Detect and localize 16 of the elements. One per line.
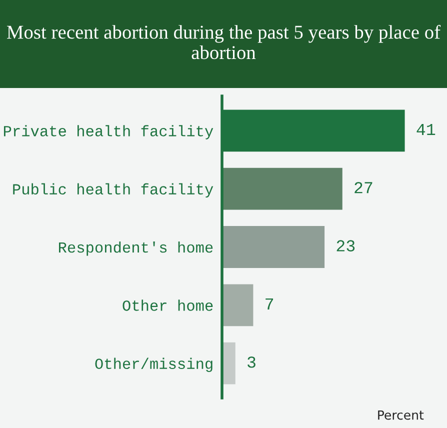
y-tick-label: Public health facility: [13, 183, 214, 198]
data-label: 41: [416, 124, 436, 135]
data-label: 3: [248, 356, 256, 368]
bar: [222, 168, 342, 210]
y-tick-label: Respondent's home: [59, 241, 213, 256]
y-tick-label: Other home: [122, 300, 213, 311]
bar: [222, 342, 236, 384]
bar: [222, 226, 325, 268]
chart-title: Most recent abortion during the past 5 years by place of abortion: [6, 24, 441, 60]
bar: [222, 284, 254, 326]
y-tick-label: Private health facility: [4, 125, 214, 140]
data-label: 23: [336, 240, 355, 252]
data-label: 27: [354, 182, 372, 194]
x-axis-title: Percent: [378, 410, 424, 420]
data-label: 7: [266, 298, 274, 310]
y-tick-label: Other/missing: [95, 358, 212, 372]
